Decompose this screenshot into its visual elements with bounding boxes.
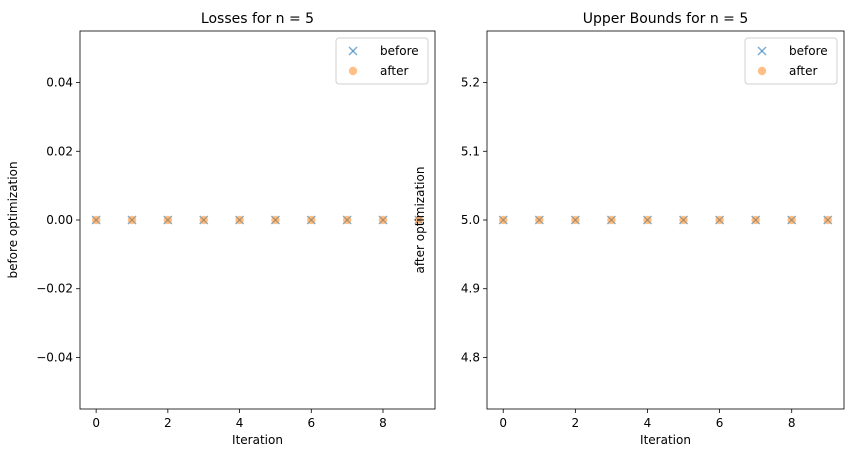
x-tick-label: 4 — [236, 416, 244, 430]
x-tick-label: 8 — [788, 416, 796, 430]
y-tick-label: −0.02 — [36, 282, 73, 296]
y-tick-label: −0.04 — [36, 350, 73, 364]
legend-marker-after — [757, 66, 767, 76]
y-tick-label: 0.02 — [46, 144, 73, 158]
point-after — [342, 215, 352, 225]
x-axis-label: Iteration — [232, 433, 283, 447]
point-after — [679, 215, 688, 225]
axes-frame — [486, 30, 845, 410]
plot-area — [487, 31, 844, 409]
point-after — [787, 215, 796, 225]
x-tick-label: 2 — [572, 416, 580, 430]
point-after — [127, 215, 137, 225]
point-after — [715, 215, 724, 225]
point-after — [607, 215, 616, 225]
legend-box — [335, 37, 429, 85]
x-tick-label: 2 — [164, 416, 172, 430]
legend-box — [744, 37, 838, 85]
y-tick-label: 0.04 — [46, 76, 73, 90]
x-tick-label: 0 — [92, 416, 100, 430]
y-tick-label: 4.8 — [461, 350, 480, 364]
y-tick-label: 5.0 — [461, 213, 480, 227]
point-after — [271, 215, 280, 225]
point-after — [823, 215, 832, 225]
y-tick-label: 5.1 — [461, 144, 480, 158]
plot-area — [80, 31, 435, 409]
legend-marker-before — [348, 46, 358, 56]
axes-frame — [79, 30, 436, 410]
point-after — [235, 215, 244, 225]
chart-title: Losses for n = 5 — [201, 11, 314, 27]
point-after — [378, 215, 388, 225]
point-after — [643, 215, 652, 225]
point-after — [163, 215, 173, 225]
x-tick-label: 0 — [499, 416, 507, 430]
y-axis-label: after optimization — [413, 167, 427, 274]
point-after — [307, 215, 316, 225]
chart-1: 0 2 4 6 8 4.8 4.9 5.0 5.1 5.2 Upper Bounds for n =… — [413, 11, 845, 447]
x-tick-label: 6 — [716, 416, 724, 430]
x-tick-label: 8 — [379, 416, 387, 430]
point-after — [414, 215, 424, 225]
point-after — [91, 215, 101, 225]
x-tick-label: 4 — [644, 416, 652, 430]
point-after — [499, 215, 508, 225]
chart-0: 0 2 4 6 8 −0.04 −0.02 0.00 0.02 0.04 Losses for n … — [6, 11, 436, 447]
legend-label-after: after — [380, 64, 408, 78]
chart-title: Upper Bounds for n = 5 — [583, 11, 749, 27]
point-after — [199, 215, 208, 225]
y-tick-label: 4.9 — [461, 282, 480, 296]
legend-marker-before — [757, 46, 767, 56]
x-axis-label: Iteration — [640, 433, 691, 447]
legend: before after — [335, 37, 429, 85]
point-after — [535, 215, 544, 225]
y-axis-label: before optimization — [6, 161, 20, 278]
x-tick-label: 6 — [307, 416, 315, 430]
y-tick-label: 5.2 — [461, 76, 480, 90]
legend-marker-after — [348, 66, 358, 76]
legend-label-before: before — [380, 44, 419, 58]
point-after — [751, 215, 760, 225]
y-tick-label: 0.00 — [46, 213, 73, 227]
legend-label-after: after — [789, 64, 817, 78]
legend-label-before: before — [789, 44, 828, 58]
legend: before after — [744, 37, 838, 85]
point-after — [571, 215, 580, 225]
